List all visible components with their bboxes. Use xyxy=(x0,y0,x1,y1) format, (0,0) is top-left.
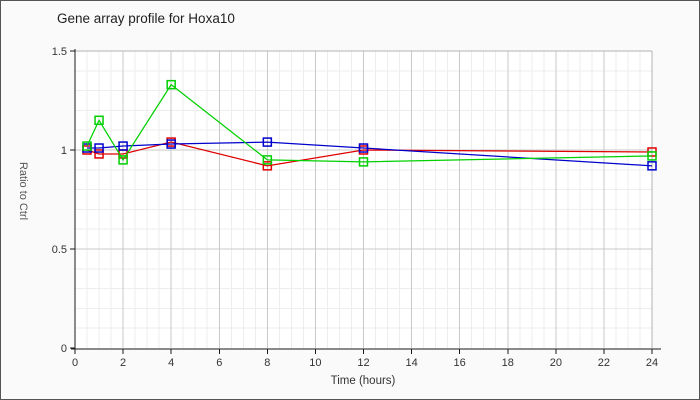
data-point-marker xyxy=(94,115,104,126)
x-tick-label: 6 xyxy=(216,357,222,369)
axes xyxy=(70,49,661,354)
series-line-blue-series xyxy=(87,141,653,167)
x-tick-label: 10 xyxy=(309,357,321,369)
data-point-marker xyxy=(647,151,657,161)
x-axis-label: Time (hours) xyxy=(330,375,396,387)
x-tick-label: 4 xyxy=(168,357,174,369)
x-tick-label: 22 xyxy=(598,357,610,369)
x-tick-label: 8 xyxy=(264,357,270,369)
y-tick-labels: 0 0.5 1 1.5 xyxy=(52,46,67,355)
data-point-marker xyxy=(94,143,104,153)
data-point-marker xyxy=(262,161,273,171)
data-point-marker xyxy=(358,157,369,167)
chart-title: Gene array profile for Hoxa10 xyxy=(57,11,235,26)
x-tick-label: 16 xyxy=(454,357,466,369)
y-tick-label: 1 xyxy=(61,145,67,157)
x-tick-labels: 0 2 4 6 8 10 12 14 16 18 20 22 24 xyxy=(72,357,658,369)
series-line-red-series xyxy=(86,141,653,167)
x-tick-label: 2 xyxy=(120,357,126,369)
data-point-marker xyxy=(118,141,128,151)
x-tick-label: 12 xyxy=(357,357,369,369)
x-tick-label: 24 xyxy=(646,357,658,369)
data-point-marker xyxy=(94,149,104,159)
data-point-marker xyxy=(82,141,92,151)
x-tick-label: 0 xyxy=(72,357,78,369)
data-point-marker xyxy=(166,79,176,90)
data-point-marker xyxy=(118,155,128,165)
data-point-marker xyxy=(358,143,369,153)
series-line-green-series xyxy=(86,83,653,163)
data-point-marker xyxy=(262,155,273,165)
y-axis-label: Ratio to Ctrl xyxy=(17,161,29,221)
y-tick-label: 0.5 xyxy=(52,244,67,256)
major-gridlines xyxy=(75,51,652,348)
data-point-marker xyxy=(166,139,176,149)
x-tick-label: 14 xyxy=(405,357,417,369)
plot-border xyxy=(75,50,653,348)
data-point-marker xyxy=(262,137,273,147)
x-tick-label: 18 xyxy=(502,357,514,369)
y-tick-label: 0 xyxy=(61,343,67,355)
data-point-marker xyxy=(647,161,657,171)
x-tick-label: 20 xyxy=(550,357,562,369)
series-green-series xyxy=(82,79,657,167)
y-tick-label: 1.5 xyxy=(52,46,67,58)
